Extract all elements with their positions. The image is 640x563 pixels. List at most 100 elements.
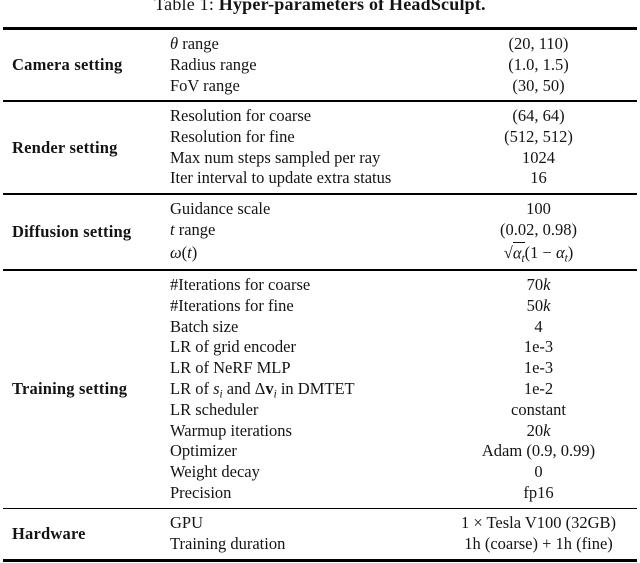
section-rows: Resolution for coarse (64, 64) Resolution … — [170, 106, 637, 189]
text-segment: LR of grid encoder — [170, 337, 296, 357]
text-segment: s — [213, 378, 220, 398]
table-row: Precision fp16 — [170, 483, 637, 504]
text-segment: ) — [567, 243, 574, 263]
param-label: Resolution for coarse — [170, 106, 440, 127]
param-label: GPU — [170, 513, 440, 534]
param-label: Radius range — [170, 55, 440, 76]
param-value: 70k — [440, 275, 637, 296]
text-segment: √ — [503, 243, 513, 263]
text-segment: in DMTET — [276, 378, 355, 398]
table-row: LR of si and Δvi in DMTET 1e-2 — [170, 379, 637, 400]
table-row: #Iterations for coarse 70k — [170, 275, 637, 296]
text-segment: Optimizer — [170, 441, 237, 461]
param-value: 100 — [440, 199, 637, 220]
text-segment: (1 − — [524, 243, 556, 263]
param-label: Max num steps sampled per ray — [170, 148, 440, 169]
text-segment: θ — [170, 34, 179, 53]
param-label: θ range — [170, 34, 440, 55]
text-segment: Batch size — [170, 316, 239, 336]
param-label: LR of si and Δvi in DMTET — [170, 379, 440, 400]
text-segment: t — [170, 219, 175, 239]
section-rows: #Iterations for coarse 70k #Iterations for… — [170, 275, 637, 504]
param-value: 50k — [440, 296, 637, 317]
table-row: Iter interval to update extra status 16 — [170, 168, 637, 189]
text-segment: (512, 512) — [504, 126, 573, 146]
section-rows: Guidance scale 100 t range (0.02, 0.98) ω(t)… — [170, 199, 637, 266]
text-segment: Precision — [170, 482, 232, 502]
text-segment: Guidance scale — [170, 198, 271, 218]
param-value: 1 × Tesla V100 (32GB) — [440, 513, 637, 534]
text-segment: 1e-2 — [523, 378, 554, 398]
param-value: (20, 110) — [440, 34, 637, 55]
param-label: LR of NeRF MLP — [170, 358, 440, 379]
section-camera-setting: Camera setting θ range (20, 110) Radius ran… — [3, 30, 637, 100]
param-value: Adam (0.9, 0.99) — [440, 441, 637, 462]
param-label: Weight decay — [170, 462, 440, 483]
param-value: 1e-2 — [440, 379, 637, 400]
thin-rule — [3, 193, 637, 195]
text-segment: k — [543, 420, 551, 440]
table-row: Guidance scale 100 — [170, 199, 637, 220]
text-segment: range — [178, 34, 219, 53]
table-row: Warmup iterations 20k — [170, 421, 637, 442]
table-row: Max num steps sampled per ray 1024 — [170, 148, 637, 169]
text-segment: fp16 — [523, 482, 554, 502]
text-segment: αt — [512, 241, 525, 265]
thin-rule — [3, 100, 637, 102]
table-row: Resolution for coarse (64, 64) — [170, 106, 637, 127]
text-segment: 0 — [534, 462, 543, 482]
param-value: 16 — [440, 168, 637, 189]
text-segment: t — [521, 252, 525, 265]
category-label: Hardware — [12, 524, 86, 544]
param-value: 1e-3 — [440, 337, 637, 358]
param-label: Resolution for fine — [170, 127, 440, 148]
param-value: √αt(1 − αt) — [440, 240, 637, 265]
table-row: θ range (20, 110) — [170, 34, 637, 55]
text-segment: 50 — [526, 295, 544, 315]
text-segment: t — [564, 252, 568, 265]
param-label: LR of grid encoder — [170, 337, 440, 358]
text-segment: Resolution for coarse — [170, 105, 312, 125]
category-label: Training setting — [12, 379, 128, 399]
table-row: LR scheduler constant — [170, 400, 637, 421]
param-label: FoV range — [170, 76, 440, 97]
table-row: FoV range (30, 50) — [170, 76, 637, 97]
text-segment: and Δ — [222, 378, 266, 398]
param-value: (0.02, 0.98) — [440, 220, 637, 241]
table-row: Resolution for fine (512, 512) — [170, 127, 637, 148]
table-row: Weight decay 0 — [170, 462, 637, 483]
caption-title: Hyper-parameters of HeadSculpt. — [218, 0, 486, 14]
text-segment: Weight decay — [170, 462, 260, 482]
param-value: (1.0, 1.5) — [440, 55, 637, 76]
section-rows: θ range (20, 110) Radius range (1.0, 1.5) Fo… — [170, 34, 637, 96]
text-segment: Max num steps sampled per ray — [170, 147, 381, 167]
text-segment: 1e-3 — [523, 358, 554, 378]
text-segment: FoV range — [170, 75, 240, 95]
table-row: Training duration 1h (coarse) + 1h (fine) — [170, 534, 637, 555]
text-segment: 1e-3 — [523, 337, 554, 357]
param-value: (512, 512) — [440, 127, 637, 148]
text-segment: LR scheduler — [170, 399, 259, 419]
param-label: #Iterations for coarse — [170, 275, 440, 296]
text-segment: i — [273, 388, 277, 401]
text-segment: Iter interval to update extra status — [170, 168, 392, 188]
text-segment: LR of — [170, 378, 214, 398]
text-segment: v — [265, 378, 274, 398]
text-segment: GPU — [170, 513, 204, 533]
text-segment: Training duration — [170, 534, 286, 554]
text-segment: (30, 50) — [512, 75, 565, 95]
table-row: #Iterations for fine 50k — [170, 296, 637, 317]
param-label: t range — [170, 220, 440, 241]
section-diffusion-setting: Diffusion setting Guidance scale 100 t rang… — [3, 195, 637, 270]
text-segment: Resolution for fine — [170, 126, 295, 146]
text-segment: 1h (coarse) + 1h (fine) — [464, 534, 613, 554]
param-label: LR scheduler — [170, 400, 440, 421]
text-segment: 20 — [526, 420, 544, 440]
category-label: Render setting — [12, 137, 118, 157]
text-segment: #Iterations for coarse — [170, 274, 311, 294]
param-value: 4 — [440, 317, 637, 338]
table-caption: Table 1: Hyper-parameters of HeadSculpt. — [0, 0, 640, 15]
text-segment: 100 — [526, 198, 551, 218]
text-segment: α — [512, 243, 522, 263]
text-segment: 70 — [526, 274, 544, 294]
